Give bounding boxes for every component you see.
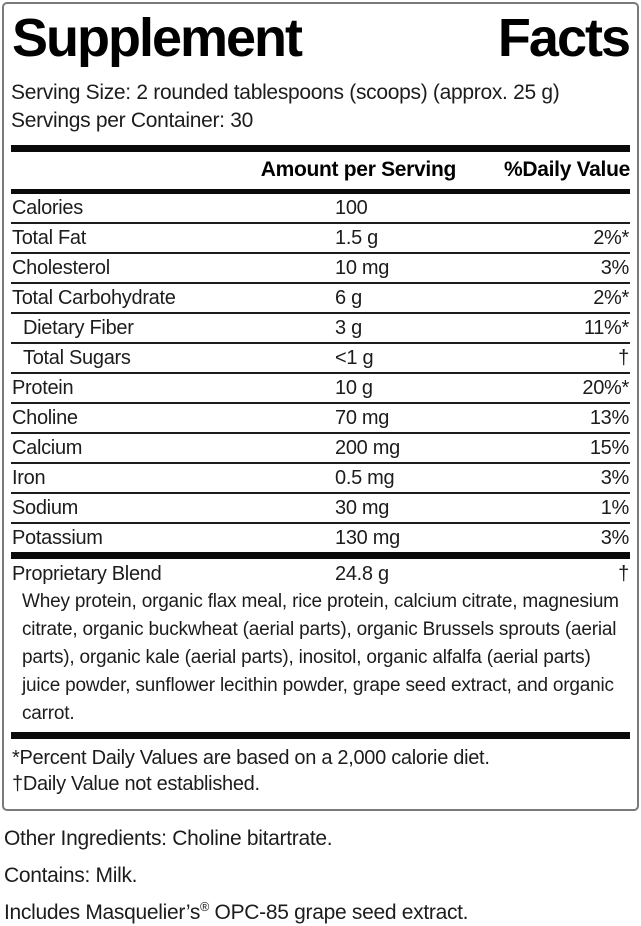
panel-title: Supplement Facts [11,8,631,68]
divider-bar-top [11,145,630,152]
nutrient-amount: 30 mg [335,497,390,519]
footnotes: *Percent Daily Values are based on a 2,0… [11,739,630,804]
nutrient-name: Calcium [12,437,83,459]
nutrient-row: Protein 10 g 20%* [11,372,630,402]
nutrient-amount: 200 mg [335,437,400,459]
nutrient-row: Total Sugars <1 g † [11,342,630,372]
serving-size-text: Serving Size: 2 rounded tablespoons (sco… [11,81,560,104]
nutrient-name: Total Carbohydrate [12,287,176,309]
nutrient-daily-value: † [618,347,629,369]
blend-amount: 24.8 g [335,563,389,585]
nutrient-name: Total Sugars [23,347,131,369]
nutrient-amount: 70 mg [335,407,390,429]
blend-description: Whey protein, organic flax meal, rice pr… [22,591,619,724]
supplement-facts-panel: Supplement Facts Serving Size: 2 rounded… [2,2,639,811]
nutrient-daily-value: 2%* [593,287,629,309]
includes-text: Includes Masquelier’s® OPC-85 grape seed… [4,900,639,926]
nutrient-daily-value: 13% [589,407,629,429]
nutrient-daily-value: 20%* [582,377,629,399]
registered-trademark-symbol: ® [200,900,210,914]
nutrient-rows: Calories 100 Total Fat 1.5 g 2%* Cholest… [11,194,630,552]
nutrient-daily-value: 15% [589,437,629,459]
percent-dv-footnote: *Percent Daily Values are based on a 2,0… [12,747,490,769]
nutrient-name: Calories [12,197,83,219]
title-word-facts: Facts [497,8,631,68]
divider-bar-blend [11,552,630,559]
nutrient-daily-value: 3% [600,257,630,279]
nutrient-name: Sodium [12,497,79,519]
nutrient-row: Dietary Fiber 3 g 11%* [11,312,630,342]
nutrient-row: Calories 100 [11,194,630,222]
divider-bar-footnotes [11,732,630,739]
nutrient-name: Potassium [12,527,103,549]
nutrient-name: Cholesterol [12,257,110,279]
nutrient-amount: 10 mg [335,257,390,279]
includes-suffix: OPC-85 grape seed extract. [209,901,469,924]
nutrient-daily-value: 3% [600,527,630,549]
nutrient-amount: 3 g [335,317,362,339]
nutrient-row: Total Fat 1.5 g 2%* [11,222,630,252]
blend-name: Proprietary Blend [12,563,162,585]
nutrient-row: Sodium 30 mg 1% [11,492,630,522]
contains-text: Contains: Milk. [4,864,138,887]
nutrient-amount: <1 g [335,347,374,369]
title-word-supplement: Supplement [12,8,303,68]
daily-value-header: %Daily Value [504,158,630,181]
servings-per-container-text: Servings per Container: 30 [11,109,254,132]
serving-info: Serving Size: 2 rounded tablespoons (sco… [11,79,630,135]
blend-daily-value: † [618,563,629,585]
nutrient-daily-value: 1% [600,497,630,519]
includes-prefix: Includes Masquelier’s [4,901,201,924]
nutrient-row: Total Carbohydrate 6 g 2%* [11,282,630,312]
nutrient-row: Iron 0.5 mg 3% [11,462,630,492]
column-header-row: Amount per Serving %Daily Value [11,152,631,189]
nutrient-name: Choline [12,407,78,429]
proprietary-blend-row: Proprietary Blend 24.8 g † [11,559,630,587]
nutrient-amount: 100 [335,197,368,219]
dagger-footnote: †Daily Value not established. [12,773,260,795]
nutrient-amount: 0.5 mg [335,467,395,489]
bottom-notes: Other Ingredients: Choline bitartrate. C… [4,826,639,926]
amount-per-serving-header: Amount per Serving [260,158,457,181]
nutrient-row: Calcium 200 mg 15% [11,432,630,462]
nutrient-name: Protein [12,377,74,399]
nutrient-daily-value: 3% [600,467,630,489]
nutrient-name: Dietary Fiber [23,317,134,339]
nutrient-name: Iron [12,467,46,489]
nutrient-amount: 130 mg [335,527,400,549]
divider-bar-header [11,189,630,194]
nutrient-amount: 6 g [335,287,362,309]
nutrient-name: Total Fat [12,227,86,249]
nutrient-daily-value: 11%* [583,317,629,339]
nutrient-daily-value: 2%* [593,227,629,249]
nutrient-row: Choline 70 mg 13% [11,402,630,432]
nutrient-row: Potassium 130 mg 3% [11,522,630,552]
nutrient-row: Cholesterol 10 mg 3% [11,252,630,282]
nutrient-amount: 1.5 g [335,227,378,249]
other-ingredients-text: Other Ingredients: Choline bitartrate. [4,827,333,850]
nutrient-amount: 10 g [335,377,373,399]
